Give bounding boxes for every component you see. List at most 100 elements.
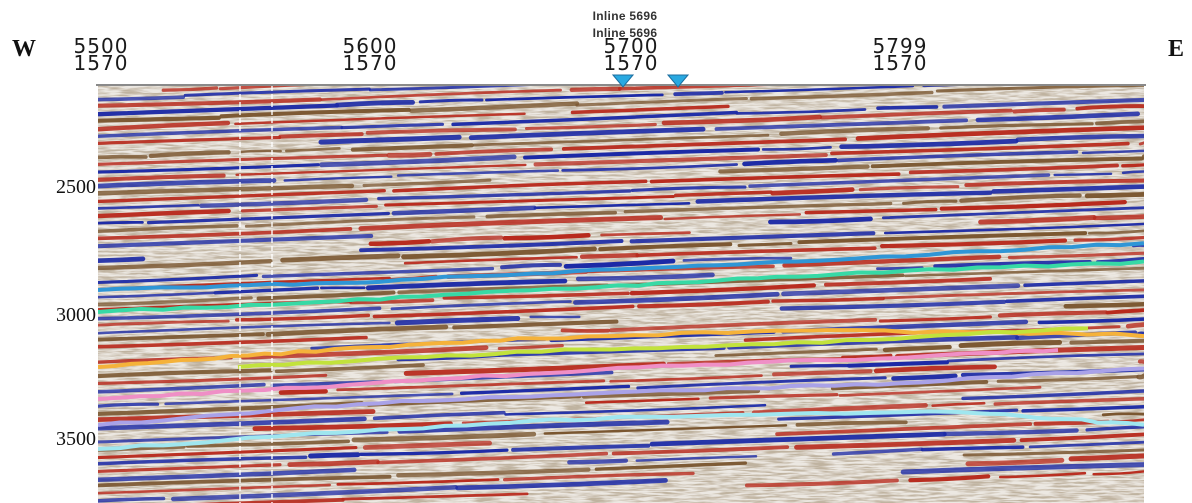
reflector-event <box>336 478 500 486</box>
reflector-event <box>403 255 578 265</box>
reflector-event <box>234 313 371 322</box>
reflector-event <box>771 296 885 303</box>
horizon-blue <box>98 241 1144 292</box>
reflector-event <box>797 231 1088 245</box>
reflector-event <box>598 242 733 252</box>
reflector-event <box>349 298 435 305</box>
reflector-event <box>365 278 568 291</box>
reflector-event <box>452 319 619 330</box>
reflector-event <box>830 141 1130 156</box>
reflector-event <box>839 138 1019 150</box>
reflector-event <box>838 385 1042 397</box>
reflector-event <box>561 137 847 151</box>
reflector-event <box>161 86 219 92</box>
x-tick-5500: 5500 1570 <box>73 34 129 75</box>
reflector-event <box>630 185 747 192</box>
reflector-event <box>397 283 609 295</box>
reflector-event <box>98 321 391 335</box>
x-tick-5799: 5799 1570 <box>872 34 928 75</box>
horizon-orange <box>98 328 1144 369</box>
reflector-event <box>1121 163 1144 168</box>
reflector-event <box>368 239 432 247</box>
reflector-event <box>98 183 355 196</box>
reflector-event <box>830 379 989 391</box>
reflector-event <box>98 273 259 285</box>
reflector-event <box>1138 141 1144 146</box>
reflector-event <box>561 163 738 172</box>
reflector-event <box>362 440 492 450</box>
reflector-event <box>98 474 392 488</box>
reflector-event <box>280 253 401 263</box>
reflector-event <box>618 86 771 91</box>
reflector-event <box>1023 279 1144 288</box>
reflector-event <box>442 291 630 300</box>
reflector-event <box>98 368 273 379</box>
inline-marker-icon-1 <box>612 74 634 88</box>
reflector-event <box>943 428 1079 437</box>
reflector-event <box>744 478 899 488</box>
reflector-event <box>98 163 320 174</box>
reflector-event <box>999 471 1087 479</box>
reflector-event <box>256 290 396 301</box>
reflector-event <box>708 393 839 400</box>
x-tick-5700: 5700 1570 <box>603 34 659 75</box>
reflector-event <box>933 260 1092 269</box>
reflector-event <box>485 210 617 219</box>
inline-label-1: Inline 5696 <box>592 9 658 23</box>
horizon-yellow-green <box>237 326 1089 369</box>
reflector-event <box>199 197 369 208</box>
reflector-event <box>98 373 328 385</box>
reflector-event <box>359 448 509 456</box>
reflector-event <box>920 445 1025 452</box>
reflector-event <box>682 256 793 262</box>
reflector-event <box>768 216 873 225</box>
reflector-event <box>935 86 1144 93</box>
reflector-event <box>649 172 901 184</box>
reflector-event <box>737 241 793 248</box>
reflector-event <box>497 344 564 351</box>
reflector-event <box>567 458 629 465</box>
reflector-event <box>146 211 390 225</box>
reflector-event <box>98 319 230 327</box>
reflector-event <box>775 422 1033 436</box>
reflector-event <box>533 202 691 210</box>
reflector-event <box>609 374 763 383</box>
reflector-event <box>858 185 960 192</box>
reflector-event <box>285 147 341 153</box>
reflector-event <box>908 474 991 483</box>
reflector-event <box>384 195 675 207</box>
reflector-event <box>234 112 526 126</box>
reflector-event <box>359 239 624 253</box>
reflector-event <box>794 437 1017 450</box>
reflector-event <box>98 103 340 117</box>
reflector-event <box>1015 133 1144 143</box>
reflector-event <box>504 403 767 416</box>
reflector-event <box>1053 172 1113 177</box>
reflector-event <box>98 402 160 408</box>
reflector-event <box>575 96 748 107</box>
reflector-event <box>219 107 411 119</box>
reflector-event <box>978 215 1097 225</box>
reflector-event <box>98 455 308 466</box>
reflector-event <box>98 256 146 264</box>
reflector-event <box>714 118 968 131</box>
inline-marker-icon-2 <box>667 74 689 88</box>
reflector-event <box>870 156 1144 169</box>
reflector-event <box>661 114 823 126</box>
reflector-event <box>1092 214 1144 221</box>
y-tick-3500: 3500 <box>56 428 96 450</box>
reflector-event <box>418 98 484 104</box>
reflector-event <box>455 478 668 491</box>
reflector-event <box>964 178 1144 188</box>
reflector-event <box>451 110 739 127</box>
reflector-event <box>673 90 724 97</box>
reflector-event <box>961 389 1144 401</box>
reflector-event <box>396 467 591 478</box>
reflector-event <box>635 246 877 258</box>
reflector-event <box>365 127 517 135</box>
reflector-event <box>372 304 635 319</box>
reflector-event <box>939 122 1094 130</box>
reflector-event <box>98 120 231 132</box>
reflector-event <box>336 379 606 392</box>
reflector-event <box>997 310 1108 318</box>
